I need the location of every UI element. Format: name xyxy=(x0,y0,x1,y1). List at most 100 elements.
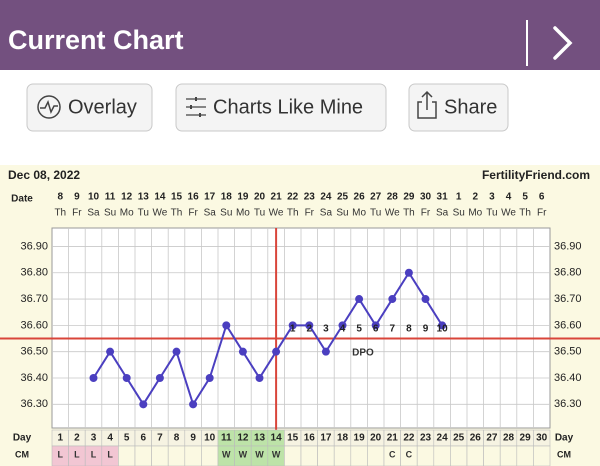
temperature-point xyxy=(222,321,231,330)
y-tick-label: 36.60 xyxy=(554,319,582,331)
day-label: 12 xyxy=(237,433,249,444)
next-button[interactable] xyxy=(553,26,573,60)
temperature-point xyxy=(404,268,413,277)
day-label: 14 xyxy=(271,433,283,444)
weekday-label: Tu xyxy=(370,208,381,219)
date-label: 2 xyxy=(473,192,479,203)
date-label: 22 xyxy=(287,192,299,203)
day-label: 26 xyxy=(470,433,482,444)
weekday-label: We xyxy=(385,208,400,219)
date-label: 5 xyxy=(522,192,528,203)
day-label: 30 xyxy=(536,433,548,444)
y-tick-label: 36.30 xyxy=(554,398,582,410)
day-row-label: Day xyxy=(13,433,32,444)
day-row-label: Day xyxy=(555,433,574,444)
date-label: 16 xyxy=(188,192,200,203)
weekday-label: Th xyxy=(519,208,531,219)
temperature-point xyxy=(205,374,214,382)
dpo-number: 10 xyxy=(437,324,449,335)
charts-like-mine-button[interactable]: Charts Like Mine xyxy=(175,83,387,132)
icon xyxy=(417,90,437,119)
weekday-label: We xyxy=(501,208,516,219)
day-label: 4 xyxy=(107,433,113,444)
date-label: 4 xyxy=(506,192,512,203)
weekday-label: Sa xyxy=(204,208,217,219)
temperature-point xyxy=(255,374,264,382)
day-label: 19 xyxy=(354,433,366,444)
weekday-label: Th xyxy=(171,208,183,219)
weekday-label: Th xyxy=(287,208,299,219)
cm-cell xyxy=(350,445,368,466)
overlay-button[interactable]: Overlay xyxy=(26,83,153,132)
share-button[interactable]: Share xyxy=(408,83,509,132)
cm-label: L xyxy=(58,449,64,459)
cm-cell xyxy=(483,445,501,466)
date-label: 25 xyxy=(337,192,349,203)
chart-date: Dec 08, 2022 xyxy=(8,168,80,182)
day-label: 22 xyxy=(403,433,415,444)
dpo-number: 2 xyxy=(307,324,313,335)
day-label: 24 xyxy=(437,433,449,444)
day-label: 2 xyxy=(74,433,80,444)
y-tick-label: 36.40 xyxy=(20,372,48,384)
day-label: 9 xyxy=(190,433,196,444)
day-label: 3 xyxy=(91,433,97,444)
weekday-label: Th xyxy=(403,208,415,219)
day-label: 28 xyxy=(503,433,515,444)
day-label: 16 xyxy=(304,433,316,444)
cm-cell xyxy=(134,445,152,466)
day-label: 25 xyxy=(453,433,465,444)
dpo-number: 5 xyxy=(356,324,362,335)
day-label: 1 xyxy=(58,433,64,444)
date-label: 21 xyxy=(271,192,283,203)
date-label: 28 xyxy=(387,192,399,203)
temperature-point xyxy=(438,321,447,330)
cm-label: W xyxy=(239,449,248,459)
temperature-point xyxy=(189,400,198,409)
cm-cell xyxy=(450,445,468,466)
cm-cell xyxy=(317,445,335,466)
date-label: 6 xyxy=(539,192,545,203)
day-label: 6 xyxy=(141,433,147,444)
weekday-label: Th xyxy=(54,208,66,219)
cm-label: L xyxy=(107,449,113,459)
cm-label: L xyxy=(91,449,97,459)
date-label: 31 xyxy=(437,192,449,203)
cm-cell xyxy=(533,445,551,466)
cm-cell xyxy=(499,445,518,466)
cm-cell xyxy=(284,445,302,466)
day-label: 18 xyxy=(337,433,349,444)
y-tick-label: 36.70 xyxy=(20,293,48,305)
button-label: Overlay xyxy=(68,96,137,118)
date-label: 23 xyxy=(304,192,316,203)
dpo-number: 3 xyxy=(323,324,329,335)
cm-label: W xyxy=(222,449,231,459)
date-label: 13 xyxy=(138,192,150,203)
temperature-point xyxy=(421,295,430,304)
button-frame xyxy=(408,83,509,132)
cm-cell xyxy=(167,445,186,466)
date-label: 26 xyxy=(354,192,366,203)
weekday-label: Fr xyxy=(188,208,198,219)
cm-row-label: CM xyxy=(557,449,571,459)
date-label: 10 xyxy=(88,192,100,203)
date-label: 11 xyxy=(105,192,116,203)
day-label: 21 xyxy=(387,433,399,444)
cm-cell xyxy=(333,445,352,466)
y-tick-label: 36.40 xyxy=(554,372,582,384)
temperature-line xyxy=(92,270,443,407)
site-name: FertilityFriend.com xyxy=(482,168,590,182)
y-tick-label: 36.60 xyxy=(20,319,48,331)
dpo-number: 7 xyxy=(390,324,396,335)
button-label: Charts Like Mine xyxy=(213,96,363,118)
date-label: 3 xyxy=(489,192,495,203)
temperature-point xyxy=(371,321,380,330)
y-tick-label: 36.80 xyxy=(554,267,582,279)
day-label: 7 xyxy=(157,433,163,444)
weekday-label: Sa xyxy=(320,208,333,219)
day-label: 5 xyxy=(124,433,130,444)
cm-cell xyxy=(201,445,219,466)
cm-cell xyxy=(367,445,385,466)
date-label: 1 xyxy=(456,192,462,203)
